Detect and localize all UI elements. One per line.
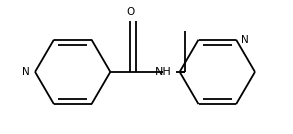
Text: N: N [241, 35, 249, 45]
Text: N: N [22, 67, 30, 77]
Text: NH: NH [154, 67, 171, 77]
Text: O: O [126, 7, 134, 17]
